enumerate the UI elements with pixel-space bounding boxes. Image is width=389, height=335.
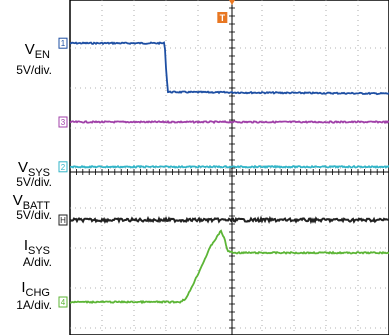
series-name-main: I (24, 237, 28, 254)
series-name-subscript: BATT (23, 200, 51, 212)
channel-marker-label: H (60, 216, 66, 225)
trigger-label: T (220, 13, 226, 23)
series-scale-i-chg: 1A/div. (16, 298, 52, 312)
series-name-v-en: VEN (25, 41, 50, 61)
series-name-main: V (18, 159, 28, 176)
trace-v-sys (69, 119, 389, 125)
series-name-subscript: SYS (28, 245, 50, 257)
series-name-main: V (13, 192, 23, 209)
series-scale-i-sys: A/div. (23, 255, 52, 269)
trigger-flag (217, 12, 228, 23)
series-scale-v-batt: 5V/div. (16, 208, 52, 222)
series-name-i-sys: ISYS (24, 237, 50, 257)
series-name-main: V (25, 41, 35, 58)
trace-v-batt (69, 164, 389, 169)
series-name-v-sys: VSYS (18, 159, 50, 179)
channel-labels: VEN5V/div.VSYS5V/div.VBATT5V/div.ISYSA/d… (13, 41, 52, 312)
series-scale-v-sys: 5V/div. (16, 175, 52, 189)
series-name-subscript: EN (35, 49, 50, 61)
channel-marker-label: 4 (61, 298, 66, 307)
series-name-subscript: SYS (28, 167, 50, 179)
channel-marker-v-en: 1 (58, 37, 68, 49)
trace-i-sys (69, 215, 389, 225)
trigger-marker: T (217, 0, 235, 23)
series-name-subscript: CHG (26, 287, 50, 299)
channel-marker-label: 2 (61, 163, 66, 172)
series-name-main: I (21, 279, 25, 296)
channel-marker-v-batt: 2 (58, 161, 68, 173)
trace-i-chg (69, 229, 389, 305)
series-name-v-batt: VBATT (13, 192, 51, 212)
series-name-i-chg: ICHG (21, 279, 50, 299)
channel-marker-i-chg: 4 (58, 296, 68, 308)
channel-markers: 1 3 2 H 4 (58, 37, 68, 308)
channel-marker-i-sys: H (58, 214, 68, 226)
channel-marker-label: 1 (61, 39, 66, 48)
channel-marker-v-sys: 3 (58, 116, 68, 128)
trigger-position-arrow (229, 0, 235, 5)
plot-traces (69, 41, 389, 305)
trace-v-en (69, 41, 389, 96)
series-scale-v-en: 5V/div. (16, 63, 52, 77)
channel-marker-label: 3 (61, 118, 66, 127)
